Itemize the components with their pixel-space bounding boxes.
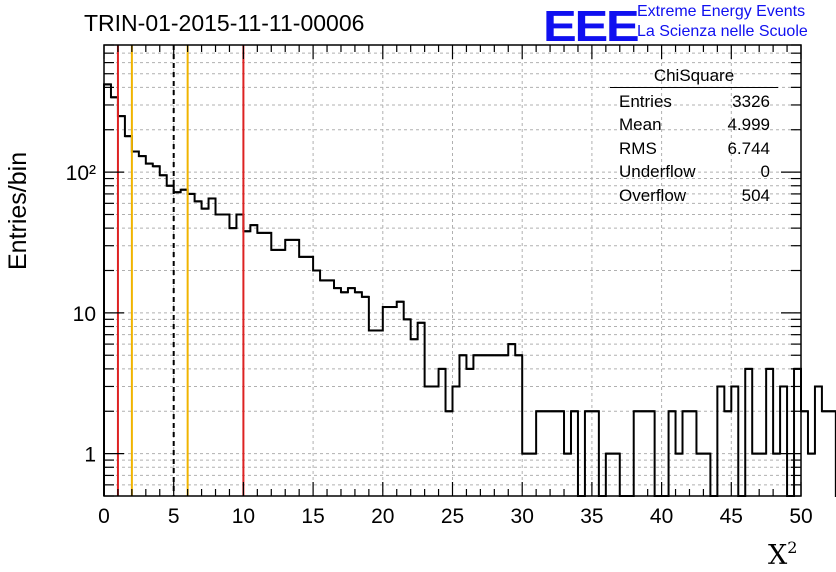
stats-row-overflow: Overflow 504 [610,184,778,207]
stats-label: Overflow [619,185,687,205]
x-tick-label: 25 [441,505,464,528]
stats-label: Mean [619,115,662,135]
x-axis-label-base: X [768,540,788,571]
logo-caption-line2: La Scienza nelle Scuole [637,23,808,40]
stats-row-entries: Entries 3326 [610,90,778,113]
y-tick-label: 10² [66,162,96,185]
x-tick-label: 0 [98,505,110,528]
x-tick-label: 30 [511,505,534,528]
x-tick-label: 5 [168,505,180,528]
stats-label: Underflow [619,162,696,182]
stats-box-title: ChiSquare [610,66,778,88]
eee-logo-mark: EEE [543,2,640,51]
x-axis-label: X2 [768,538,797,571]
stats-value: 6.744 [727,138,770,158]
stats-value: 4.999 [727,115,770,135]
x-tick-label: 35 [580,505,603,528]
stats-value: 3326 [732,92,770,111]
logo-caption-line1: Extreme Energy Events [637,3,806,20]
x-tick-label: 40 [650,505,673,528]
x-tick-label: 20 [371,505,394,528]
stats-label: RMS [619,138,657,158]
stats-row-mean: Mean 4.999 [610,113,778,136]
x-axis-label-superscript: 2 [787,538,798,557]
stats-box: ChiSquare Entries 3326 Mean 4.999 RMS 6.744 Un… [610,66,778,207]
y-tick-label: 1 [84,444,96,467]
stats-label: Entries [619,92,672,111]
x-tick-label: 50 [789,505,812,528]
stats-row-underflow: Underflow 0 [610,160,778,183]
stats-value: 504 [741,185,770,205]
chart-title: TRIN-01-2015-11-11-00006 [84,10,365,36]
stats-row-rms: RMS 6.744 [610,137,778,160]
x-tick-label: 10 [232,505,255,528]
x-tick-label: 15 [301,505,324,528]
y-tick-label: 10 [73,303,96,326]
stats-value: 0 [760,162,770,182]
x-tick-label: 45 [720,505,743,528]
stats-rows: Entries 3326 Mean 4.999 RMS 6.744 Underflow 0 Ov… [610,90,778,207]
